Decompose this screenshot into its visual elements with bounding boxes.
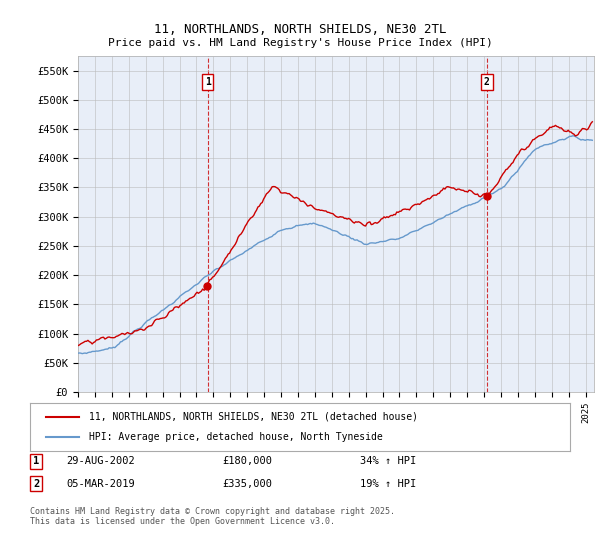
Text: 05-MAR-2019: 05-MAR-2019 [66, 479, 135, 489]
Text: £335,000: £335,000 [222, 479, 272, 489]
Text: HPI: Average price, detached house, North Tyneside: HPI: Average price, detached house, Nort… [89, 432, 383, 442]
Text: 2: 2 [33, 479, 39, 489]
Text: 1: 1 [205, 77, 211, 87]
Text: £180,000: £180,000 [222, 456, 272, 466]
Text: 19% ↑ HPI: 19% ↑ HPI [360, 479, 416, 489]
Text: 11, NORTHLANDS, NORTH SHIELDS, NE30 2TL (detached house): 11, NORTHLANDS, NORTH SHIELDS, NE30 2TL … [89, 412, 418, 422]
Text: 2: 2 [484, 77, 490, 87]
Text: 34% ↑ HPI: 34% ↑ HPI [360, 456, 416, 466]
Text: 29-AUG-2002: 29-AUG-2002 [66, 456, 135, 466]
Text: Contains HM Land Registry data © Crown copyright and database right 2025.
This d: Contains HM Land Registry data © Crown c… [30, 507, 395, 526]
Text: 1: 1 [33, 456, 39, 466]
Text: Price paid vs. HM Land Registry's House Price Index (HPI): Price paid vs. HM Land Registry's House … [107, 38, 493, 48]
Text: 11, NORTHLANDS, NORTH SHIELDS, NE30 2TL: 11, NORTHLANDS, NORTH SHIELDS, NE30 2TL [154, 24, 446, 36]
